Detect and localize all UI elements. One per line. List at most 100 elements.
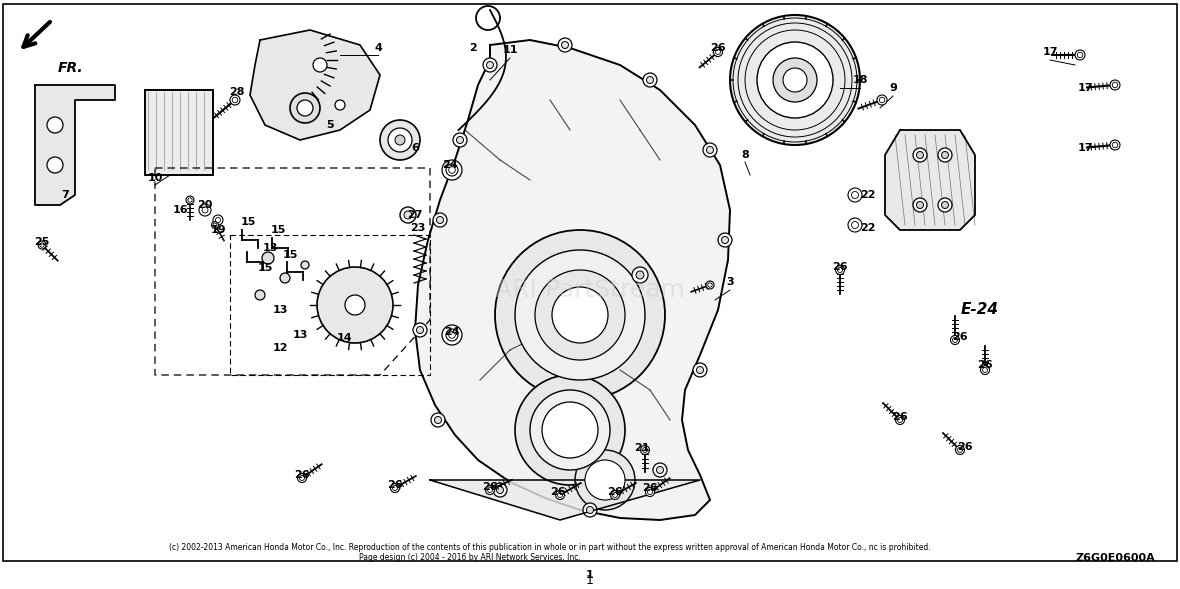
Circle shape [297, 474, 307, 482]
Text: 18: 18 [852, 75, 867, 85]
Circle shape [1110, 80, 1120, 90]
Circle shape [188, 198, 192, 202]
Text: 24: 24 [444, 327, 460, 337]
Circle shape [380, 120, 420, 160]
Text: Page design (c) 2004 - 2016 by ARI Network Services, Inc.: Page design (c) 2004 - 2016 by ARI Netwo… [359, 554, 581, 562]
Text: 23: 23 [411, 223, 426, 233]
Circle shape [442, 160, 463, 180]
Circle shape [942, 151, 949, 158]
Circle shape [214, 215, 223, 225]
Circle shape [838, 267, 843, 273]
Circle shape [612, 492, 617, 498]
Circle shape [457, 137, 464, 144]
Circle shape [485, 485, 494, 495]
Circle shape [446, 329, 458, 341]
Circle shape [202, 207, 208, 213]
Circle shape [400, 207, 417, 223]
Circle shape [957, 448, 963, 452]
Text: 12: 12 [273, 343, 288, 353]
Circle shape [1113, 82, 1117, 88]
Text: 26: 26 [710, 43, 726, 53]
Circle shape [656, 466, 663, 474]
Text: 26: 26 [483, 482, 498, 492]
Text: Z6G0E0600A: Z6G0E0600A [1075, 553, 1155, 563]
Text: 4: 4 [374, 43, 382, 53]
Circle shape [636, 271, 644, 279]
Circle shape [575, 450, 635, 510]
Text: 28: 28 [229, 87, 244, 97]
Text: 10: 10 [148, 173, 163, 183]
Text: 26: 26 [294, 470, 310, 480]
Text: ARI PartStream: ARI PartStream [496, 278, 684, 302]
Circle shape [40, 243, 44, 247]
Circle shape [216, 217, 221, 223]
Circle shape [448, 167, 455, 173]
Circle shape [535, 270, 625, 360]
Circle shape [643, 73, 657, 87]
Text: 2: 2 [470, 43, 477, 53]
Circle shape [852, 191, 859, 198]
Circle shape [434, 416, 441, 423]
Circle shape [404, 211, 412, 219]
Text: 13: 13 [293, 330, 308, 340]
Circle shape [784, 68, 807, 92]
Circle shape [708, 283, 713, 287]
Text: 5: 5 [326, 120, 334, 130]
Circle shape [199, 204, 211, 216]
Circle shape [487, 488, 492, 492]
Circle shape [653, 463, 667, 477]
Text: 26: 26 [977, 360, 992, 370]
Circle shape [317, 267, 393, 343]
Circle shape [448, 332, 455, 338]
Circle shape [413, 323, 427, 337]
Text: 26: 26 [550, 487, 566, 497]
Text: 13: 13 [273, 305, 288, 315]
Circle shape [585, 460, 625, 500]
Circle shape [1075, 50, 1084, 60]
Polygon shape [885, 130, 975, 230]
Circle shape [913, 148, 927, 162]
Circle shape [917, 201, 924, 209]
Polygon shape [250, 30, 380, 140]
Circle shape [693, 363, 707, 377]
Circle shape [643, 448, 648, 452]
Text: 26: 26 [387, 480, 402, 490]
Text: 26: 26 [957, 442, 972, 452]
Circle shape [715, 49, 721, 54]
Circle shape [938, 148, 952, 162]
Circle shape [514, 375, 625, 485]
Text: 17: 17 [1077, 143, 1093, 153]
Text: 16: 16 [172, 205, 188, 215]
Circle shape [530, 390, 610, 470]
Circle shape [393, 485, 398, 491]
Circle shape [494, 230, 666, 400]
Circle shape [730, 15, 860, 145]
Circle shape [641, 445, 649, 455]
Circle shape [493, 483, 507, 497]
Bar [145, 90, 214, 175]
Circle shape [433, 213, 447, 227]
Circle shape [896, 415, 905, 425]
Circle shape [300, 475, 304, 481]
Circle shape [388, 128, 412, 152]
Circle shape [313, 58, 327, 72]
Circle shape [835, 266, 845, 274]
Circle shape [938, 198, 952, 212]
Circle shape [557, 492, 563, 498]
Text: 19: 19 [210, 225, 225, 235]
Circle shape [714, 48, 722, 57]
Circle shape [632, 267, 648, 283]
Text: 8: 8 [741, 150, 749, 160]
Circle shape [230, 95, 240, 105]
Text: 11: 11 [503, 45, 518, 55]
Circle shape [1110, 140, 1120, 150]
Circle shape [186, 196, 194, 204]
Circle shape [956, 445, 964, 455]
Circle shape [280, 273, 290, 283]
Circle shape [214, 223, 217, 227]
Text: 6: 6 [411, 143, 419, 153]
Circle shape [453, 133, 467, 147]
Circle shape [717, 233, 732, 247]
Circle shape [852, 221, 859, 229]
Text: 27: 27 [407, 210, 422, 220]
